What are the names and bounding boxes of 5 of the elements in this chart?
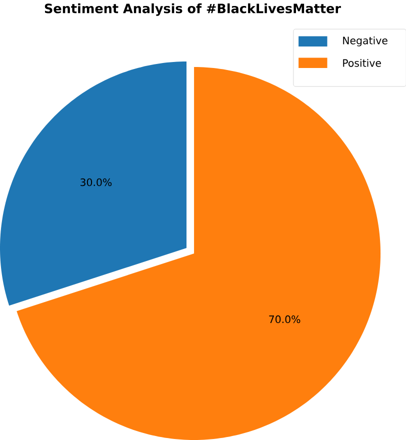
data-label: 70.0% (269, 315, 300, 324)
legend-label: Negative (342, 36, 388, 46)
data-label: 30.0% (80, 178, 112, 186)
chart-title: Sentiment Analysis of #BlackLivesMatter (44, 3, 341, 16)
legend-label: Positive (342, 58, 381, 67)
